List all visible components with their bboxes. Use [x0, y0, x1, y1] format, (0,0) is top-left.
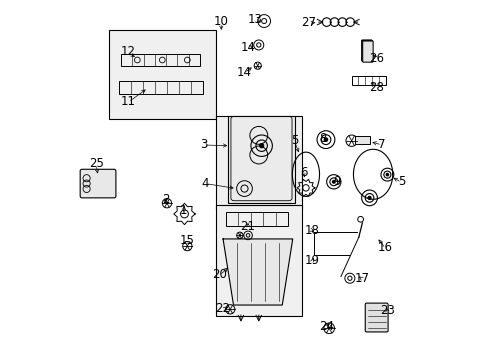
- Text: 5: 5: [290, 134, 298, 147]
- Text: 21: 21: [240, 220, 255, 233]
- Text: 25: 25: [89, 157, 103, 170]
- FancyBboxPatch shape: [365, 303, 387, 332]
- Bar: [225, 212, 288, 226]
- Text: 27: 27: [301, 16, 316, 29]
- Circle shape: [386, 174, 388, 176]
- FancyBboxPatch shape: [80, 169, 116, 198]
- Text: 23: 23: [379, 304, 394, 317]
- Circle shape: [367, 196, 370, 199]
- Bar: [216, 116, 301, 208]
- Bar: [354, 136, 369, 144]
- Text: 14: 14: [237, 66, 251, 79]
- Text: 11: 11: [121, 95, 136, 108]
- Circle shape: [259, 144, 263, 148]
- Text: 20: 20: [212, 268, 226, 281]
- Text: 17: 17: [354, 272, 369, 285]
- Text: 6: 6: [299, 166, 306, 179]
- Circle shape: [324, 138, 327, 141]
- Text: 3: 3: [199, 138, 207, 151]
- FancyBboxPatch shape: [361, 40, 371, 61]
- Text: 10: 10: [213, 14, 228, 27]
- Circle shape: [332, 180, 335, 183]
- Polygon shape: [223, 239, 292, 305]
- Text: 12: 12: [121, 45, 136, 58]
- Text: 24: 24: [319, 320, 333, 333]
- FancyBboxPatch shape: [362, 41, 372, 62]
- Text: 26: 26: [368, 52, 384, 65]
- Text: 22: 22: [215, 302, 230, 315]
- Text: 8: 8: [319, 132, 326, 145]
- Bar: [108, 30, 216, 119]
- Text: 19: 19: [304, 254, 319, 267]
- Text: 1: 1: [180, 204, 187, 217]
- Bar: [121, 54, 200, 66]
- Text: 9: 9: [333, 175, 341, 188]
- Text: 13: 13: [247, 13, 262, 26]
- Text: 15: 15: [180, 234, 194, 247]
- FancyBboxPatch shape: [362, 41, 372, 62]
- Text: 7: 7: [378, 138, 385, 151]
- Text: 14: 14: [240, 41, 255, 54]
- Text: 18: 18: [305, 224, 319, 237]
- Text: 2: 2: [162, 193, 169, 206]
- Text: 28: 28: [368, 81, 384, 94]
- Text: 16: 16: [377, 241, 392, 255]
- Bar: [228, 116, 294, 203]
- FancyBboxPatch shape: [361, 40, 372, 62]
- Bar: [351, 76, 385, 85]
- Bar: [216, 205, 301, 316]
- Bar: [119, 81, 203, 94]
- Text: 5: 5: [397, 175, 405, 188]
- Text: 4: 4: [201, 177, 208, 190]
